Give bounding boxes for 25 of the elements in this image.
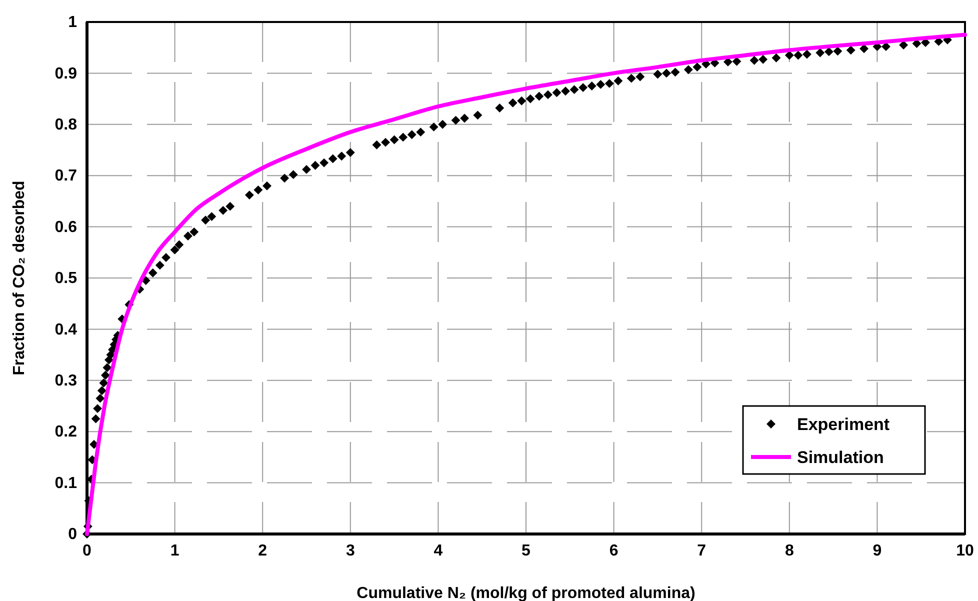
- y-tick-label: 0.6: [54, 218, 78, 236]
- y-axis-title: Fraction of CO₂ desorbed: [11, 180, 28, 376]
- y-tick-label: 0.9: [54, 65, 78, 82]
- y-tick-label: 0.4: [54, 321, 78, 338]
- x-tick-label: 5: [522, 542, 531, 560]
- y-tick-label: 0.8: [54, 116, 78, 134]
- x-tick-label: 8: [784, 542, 794, 560]
- x-tick-label: 1: [170, 542, 180, 560]
- x-tick-label: 7: [697, 542, 706, 560]
- x-tick-label: 10: [956, 542, 974, 560]
- y-tick-label: 1: [68, 14, 78, 32]
- y-tick-label: 0.3: [54, 372, 78, 390]
- x-tick-label: 9: [872, 542, 882, 560]
- x-tick-label: 6: [609, 542, 618, 560]
- y-tick-label: 0.1: [54, 474, 78, 492]
- x-tick-label: 0: [82, 542, 92, 560]
- x-tick-label: 2: [258, 542, 268, 560]
- x-tick-label: 3: [346, 542, 355, 560]
- y-tick-label: 0.2: [54, 424, 78, 441]
- legend-label: Simulation: [797, 448, 884, 467]
- legend-label: Experiment: [797, 415, 890, 434]
- y-tick-label: 0.7: [54, 168, 78, 185]
- x-tick-label: 4: [434, 542, 443, 560]
- y-tick-label: 0: [68, 526, 78, 544]
- y-tick-label: 0.5: [54, 270, 78, 288]
